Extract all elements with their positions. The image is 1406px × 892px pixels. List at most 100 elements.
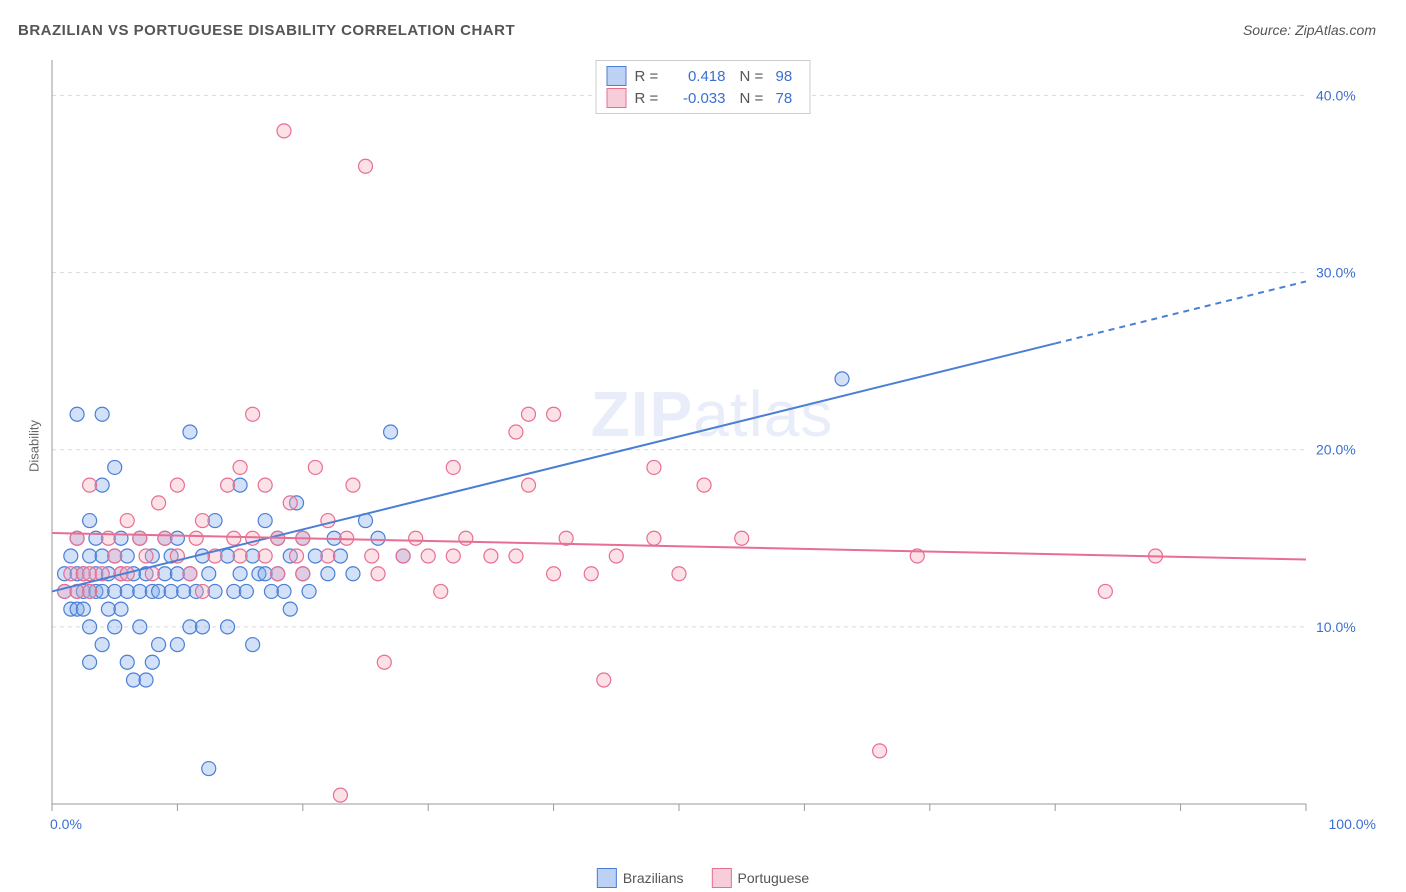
- scatter-point: [271, 567, 285, 581]
- scatter-point: [509, 549, 523, 563]
- r-label: R =: [635, 90, 663, 107]
- scatter-point: [208, 584, 222, 598]
- legend-row: R = -0.033 N = 78: [607, 87, 800, 109]
- scatter-point: [484, 549, 498, 563]
- scatter-point: [83, 549, 97, 563]
- scatter-point: [108, 584, 122, 598]
- series-name: Brazilians: [623, 870, 684, 886]
- scatter-point: [83, 655, 97, 669]
- scatter-point: [359, 159, 373, 173]
- scatter-point: [409, 531, 423, 545]
- scatter-point: [283, 496, 297, 510]
- scatter-point: [233, 460, 247, 474]
- scatter-point: [202, 762, 216, 776]
- scatter-point: [233, 567, 247, 581]
- scatter-point: [83, 514, 97, 528]
- scatter-point: [170, 478, 184, 492]
- scatter-point: [227, 531, 241, 545]
- legend-row: R =0.418N =98: [607, 65, 800, 87]
- scatter-point: [139, 673, 153, 687]
- source-label: Source: ZipAtlas.com: [1243, 22, 1376, 38]
- n-label: N =: [740, 90, 768, 107]
- scatter-point: [296, 567, 310, 581]
- scatter-point: [208, 514, 222, 528]
- scatter-point: [195, 584, 209, 598]
- r-value: 0.418: [671, 68, 726, 85]
- scatter-point: [246, 549, 260, 563]
- scatter-point: [346, 567, 360, 581]
- scatter-point: [120, 549, 134, 563]
- scatter-point: [647, 460, 661, 474]
- scatter-point: [70, 407, 84, 421]
- scatter-point: [95, 478, 109, 492]
- scatter-point: [76, 602, 90, 616]
- scatter-point: [835, 372, 849, 386]
- scatter-point: [609, 549, 623, 563]
- scatter-point: [321, 567, 335, 581]
- scatter-point: [120, 514, 134, 528]
- legend-swatch: [597, 868, 617, 888]
- scatter-point: [195, 620, 209, 634]
- scatter-point: [108, 620, 122, 634]
- scatter-point: [83, 478, 97, 492]
- scatter-point: [170, 567, 184, 581]
- chart-area: 10.0%20.0%30.0%40.0% ZIPatlas: [48, 56, 1376, 834]
- scatter-point: [264, 584, 278, 598]
- scatter-point: [277, 124, 291, 138]
- scatter-point: [597, 673, 611, 687]
- scatter-point: [152, 638, 166, 652]
- chart-title: BRAZILIAN VS PORTUGUESE DISABILITY CORRE…: [18, 22, 515, 39]
- r-label: R =: [635, 68, 663, 85]
- scatter-point: [290, 549, 304, 563]
- scatter-point: [227, 584, 241, 598]
- scatter-point: [321, 514, 335, 528]
- scatter-point: [697, 478, 711, 492]
- scatter-point: [459, 531, 473, 545]
- scatter-point: [333, 549, 347, 563]
- scatter-point: [509, 425, 523, 439]
- scatter-point: [95, 584, 109, 598]
- scatter-point: [221, 549, 235, 563]
- series-legend-item: Portuguese: [712, 868, 810, 888]
- scatter-point: [233, 478, 247, 492]
- series-legend: Brazilians Portuguese: [597, 868, 809, 888]
- scatter-point: [258, 567, 272, 581]
- scatter-point: [177, 584, 191, 598]
- scatter-point: [547, 407, 561, 421]
- scatter-point: [195, 514, 209, 528]
- scatter-point: [377, 655, 391, 669]
- scatter-point: [434, 584, 448, 598]
- scatter-point: [584, 567, 598, 581]
- scatter-point: [95, 407, 109, 421]
- scatter-point: [258, 478, 272, 492]
- scatter-point: [258, 514, 272, 528]
- r-value: -0.033: [671, 90, 726, 107]
- scatter-point: [221, 478, 235, 492]
- trend-line: [52, 343, 1055, 591]
- scatter-point: [308, 460, 322, 474]
- scatter-point: [189, 531, 203, 545]
- series-name: Portuguese: [738, 870, 810, 886]
- x-axis-max: 100.0%: [1329, 816, 1376, 832]
- scatter-point: [64, 567, 78, 581]
- scatter-point: [396, 549, 410, 563]
- n-value: 98: [776, 68, 800, 85]
- scatter-point: [170, 638, 184, 652]
- n-value: 78: [776, 90, 800, 107]
- scatter-point: [183, 567, 197, 581]
- scatter-point: [522, 407, 536, 421]
- scatter-point: [384, 425, 398, 439]
- scatter-point: [152, 584, 166, 598]
- scatter-point: [202, 567, 216, 581]
- scatter-point: [114, 602, 128, 616]
- scatter-point: [547, 567, 561, 581]
- scatter-point: [371, 567, 385, 581]
- scatter-point: [365, 549, 379, 563]
- scatter-point: [101, 602, 115, 616]
- scatter-point: [95, 638, 109, 652]
- scatter-point: [735, 531, 749, 545]
- scatter-point: [346, 478, 360, 492]
- scatter-point: [83, 584, 97, 598]
- scatter-point: [873, 744, 887, 758]
- scatter-point: [239, 584, 253, 598]
